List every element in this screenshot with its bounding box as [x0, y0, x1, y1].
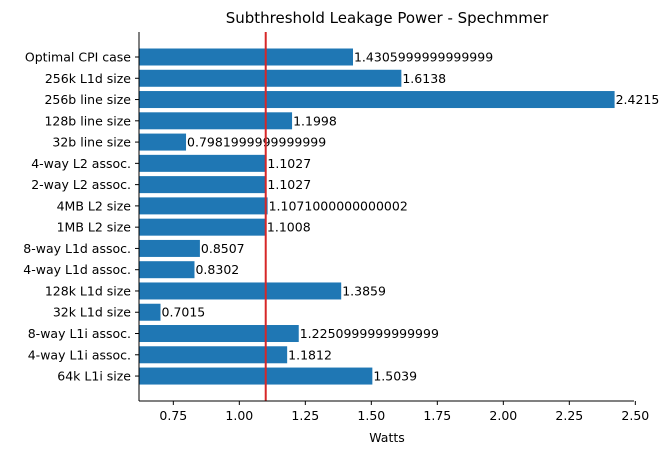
bar: [139, 69, 402, 87]
value-label: 1.1998: [293, 113, 337, 128]
value-label: 0.8302: [195, 262, 239, 277]
category-label: 4-way L2 assoc.: [31, 156, 131, 171]
bar: [139, 239, 200, 257]
x-tick-label: 1.00: [225, 408, 253, 423]
value-label: 0.7981999999999999: [187, 135, 326, 150]
category-label: 128b line size: [44, 113, 131, 128]
value-label: 1.1071000000000002: [269, 198, 408, 213]
category-label: 32b line size: [52, 135, 131, 150]
value-label: 2.4215: [616, 92, 660, 107]
bar: [139, 133, 187, 151]
category-label: 32k L1d size: [53, 305, 131, 320]
x-tick-label: 1.75: [423, 408, 451, 423]
category-label: 4-way L1d assoc.: [23, 262, 131, 277]
bar: [139, 346, 288, 364]
category-label: 4MB L2 size: [57, 198, 132, 213]
bars-layer: 1.4305999999999999 1.6138 2.4215 1.1998 0.79…: [139, 48, 660, 385]
value-label: 1.1812: [288, 347, 332, 362]
category-label: 8-way L1i assoc.: [28, 326, 131, 341]
bar: [139, 154, 267, 172]
value-label: 1.3859: [342, 283, 386, 298]
x-tick-label: 2.50: [621, 408, 649, 423]
bar: [139, 325, 299, 343]
x-tick-label: 1.50: [357, 408, 385, 423]
bar: [139, 91, 615, 109]
x-tick-label: 0.75: [159, 408, 187, 423]
x-tick-label: 2.00: [489, 408, 517, 423]
value-label: 1.1027: [267, 156, 311, 171]
x-tick-label: 1.25: [291, 408, 319, 423]
bar: [139, 112, 293, 130]
axes-layer: Optimal CPI case 256k L1d size 256b line s…: [23, 32, 649, 423]
value-label: 1.6138: [402, 71, 446, 86]
category-label: 256k L1d size: [45, 71, 131, 86]
x-tick-label: 2.25: [555, 408, 583, 423]
chart-title: Subthreshold Leakage Power - Spechmmer: [226, 9, 549, 27]
category-label: Optimal CPI case: [25, 50, 131, 65]
value-label: 1.1027: [267, 177, 311, 192]
value-label: 1.5039: [373, 369, 417, 384]
bar: [139, 282, 342, 300]
value-label: 1.1008: [267, 220, 311, 235]
category-label: 128k L1d size: [45, 283, 131, 298]
value-label: 1.2250999999999999: [300, 326, 439, 341]
category-label: 8-way L1d assoc.: [23, 241, 131, 256]
value-label: 1.4305999999999999: [354, 50, 493, 65]
x-axis-label: Watts: [369, 430, 405, 445]
category-label: 4-way L1i assoc.: [28, 347, 131, 362]
bar: [139, 261, 195, 279]
bar: [139, 367, 373, 385]
bar: [139, 48, 353, 66]
category-label: 2-way L2 assoc.: [31, 177, 131, 192]
category-label: 256b line size: [44, 92, 131, 107]
category-label: 64k L1i size: [57, 369, 131, 384]
value-label: 0.8507: [201, 241, 245, 256]
value-label: 0.7015: [162, 305, 206, 320]
bar: [139, 176, 267, 194]
bar: [139, 303, 161, 321]
bar: [139, 197, 268, 215]
category-label: 1MB L2 size: [57, 220, 132, 235]
bar: [139, 218, 266, 236]
